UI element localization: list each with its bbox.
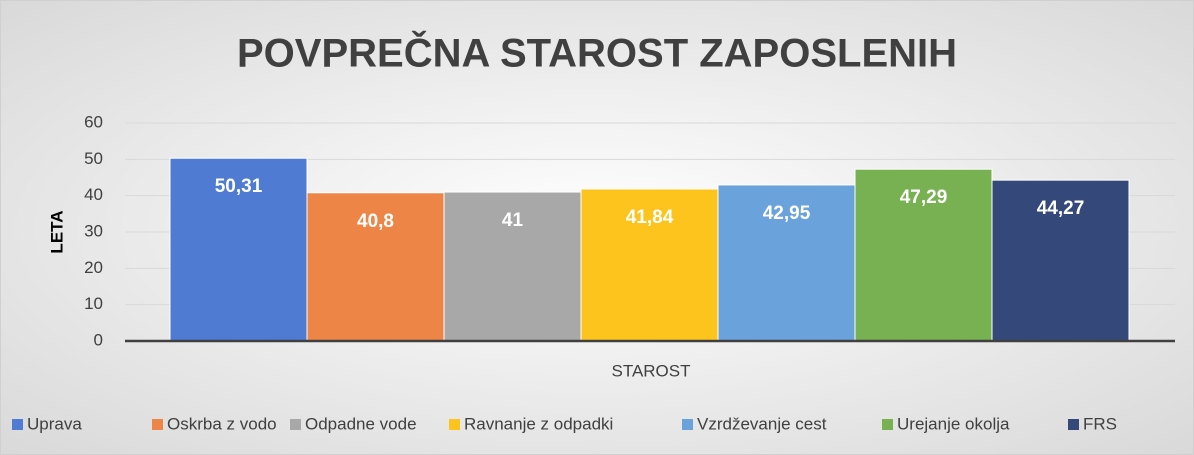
legend-swatch — [882, 419, 893, 430]
legend-label: Urejanje okolja — [897, 414, 1010, 433]
bar — [854, 168, 993, 342]
legend-swatch — [1068, 419, 1079, 430]
data-label: 50,31 — [215, 176, 263, 197]
y-tick-label: 60 — [84, 112, 103, 131]
data-label: 44,27 — [1037, 198, 1085, 219]
bar — [306, 192, 445, 342]
legend-swatch — [152, 419, 163, 430]
y-tick-label: 0 — [94, 330, 103, 349]
bar — [443, 191, 582, 342]
legend-swatch — [449, 419, 460, 430]
bar — [991, 179, 1130, 342]
legend-swatch — [12, 419, 23, 430]
y-tick-label: 50 — [84, 149, 103, 168]
chart-title: POVPREČNA STAROST ZAPOSLENIH — [237, 30, 957, 76]
y-tick-label: 20 — [84, 258, 103, 277]
y-tick-label: 30 — [84, 221, 103, 240]
x-axis-category: STAROST — [611, 361, 690, 380]
data-label: 40,8 — [357, 211, 394, 232]
y-tick-label: 10 — [84, 294, 103, 313]
legend-label: Odpadne vode — [305, 414, 417, 433]
y-tick-label: 40 — [84, 185, 103, 204]
data-label: 41,84 — [626, 207, 674, 228]
y-axis-label: LETA — [47, 210, 66, 253]
legend-label: Vzrdževanje cest — [697, 414, 827, 433]
data-label: 42,95 — [763, 203, 811, 224]
bar — [169, 157, 308, 342]
data-label: 41 — [502, 210, 524, 231]
bar — [580, 188, 719, 342]
legend-label: Ravnanje z odpadki — [464, 414, 613, 433]
bar — [717, 184, 856, 342]
legend-swatch — [290, 419, 301, 430]
legend-label: FRS — [1083, 414, 1117, 433]
legend-label: Uprava — [27, 414, 82, 433]
legend-swatch — [682, 419, 693, 430]
data-label: 47,29 — [900, 187, 948, 208]
legend-label: Oskrba z vodo — [167, 414, 277, 433]
